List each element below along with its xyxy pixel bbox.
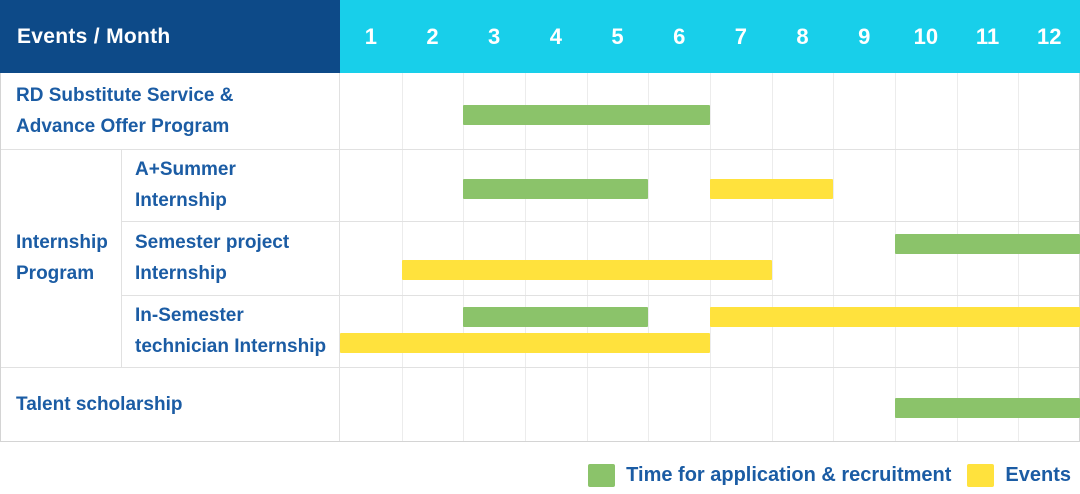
- group-label: Internship Program: [0, 149, 121, 367]
- event-bar: [710, 307, 1080, 327]
- month-gridline: [401, 73, 403, 441]
- recruitment-bar: [895, 234, 1080, 254]
- month-label: 11: [975, 23, 1000, 49]
- month-gridline: [895, 73, 896, 441]
- row-sublabel: Semester project Internship: [121, 221, 340, 295]
- row-separator: [121, 221, 1080, 222]
- table-border-left: [0, 73, 1, 441]
- month-gridline: [833, 73, 835, 441]
- month-label: 1: [364, 23, 377, 49]
- label-line: Internship: [135, 263, 227, 284]
- month-gridline: [648, 73, 650, 441]
- month-label: 5: [611, 23, 624, 49]
- month-label: 9: [858, 23, 871, 49]
- row-separator: [0, 149, 1080, 150]
- recruitment-bar: [463, 105, 710, 125]
- month-gridline: [525, 73, 526, 441]
- label-line: Program: [16, 263, 95, 284]
- month-label: 8: [796, 23, 809, 49]
- recruitment-bar: [463, 179, 649, 199]
- row-label: Talent scholarship: [0, 367, 340, 441]
- label-line: Internship: [135, 190, 227, 211]
- label-line: Talent scholarship: [16, 393, 183, 415]
- row-label: RD Substitute Service & Advance Offer Pro…: [0, 73, 340, 149]
- event-bar: [401, 260, 772, 280]
- month-label: 2: [426, 23, 439, 49]
- month-gridline: [586, 73, 588, 441]
- label-line: In-Semester: [135, 305, 244, 326]
- table-header-cell: Events / Month: [0, 0, 340, 73]
- month-header-row: 1 2 3 4 5 6 7 8 9 10 11 12: [340, 0, 1080, 73]
- month-gridline: [956, 73, 958, 441]
- label-line: A+Summer: [135, 159, 236, 180]
- label-line: Internship: [16, 232, 108, 253]
- label-line: Advance Offer Program: [16, 116, 230, 137]
- label-line: technician Internship: [135, 336, 327, 357]
- recruitment-bar: [895, 398, 1080, 418]
- events-swatch: [967, 463, 995, 487]
- label-line: Semester project: [135, 232, 290, 253]
- label-line: RD Substitute Service &: [16, 85, 234, 106]
- month-label: 4: [549, 23, 562, 49]
- month-gridline: [463, 73, 465, 441]
- row-sublabel: In-Semester technician Internship: [121, 295, 340, 367]
- timeline-divider: [339, 73, 340, 441]
- month-label: 12: [1036, 23, 1062, 49]
- month-gridline: [710, 73, 711, 441]
- event-bar: [340, 333, 710, 353]
- group-divider: [121, 149, 122, 367]
- month-label: 7: [734, 23, 747, 49]
- month-label: 10: [913, 23, 939, 49]
- table-border-bottom: [0, 441, 1080, 442]
- legend: Time for application & recruitment Events: [588, 457, 1071, 493]
- legend-item: Events: [967, 463, 1071, 487]
- recruitment-swatch: [588, 463, 616, 487]
- header-label: Events / Month: [17, 24, 171, 48]
- row-separator: [121, 295, 1080, 296]
- month-gridline: [771, 73, 773, 441]
- month-gridline: [1018, 73, 1020, 441]
- row-separator: [0, 367, 1080, 368]
- month-label: 3: [488, 23, 501, 49]
- event-bar: [710, 179, 834, 199]
- legend-item: Time for application & recruitment: [588, 463, 952, 487]
- row-sublabel: A+Summer Internship: [121, 149, 340, 221]
- month-label: 6: [673, 23, 686, 49]
- legend-label: Events: [1005, 463, 1071, 486]
- legend-label: Time for application & recruitment: [626, 463, 952, 486]
- recruitment-bar: [463, 307, 649, 327]
